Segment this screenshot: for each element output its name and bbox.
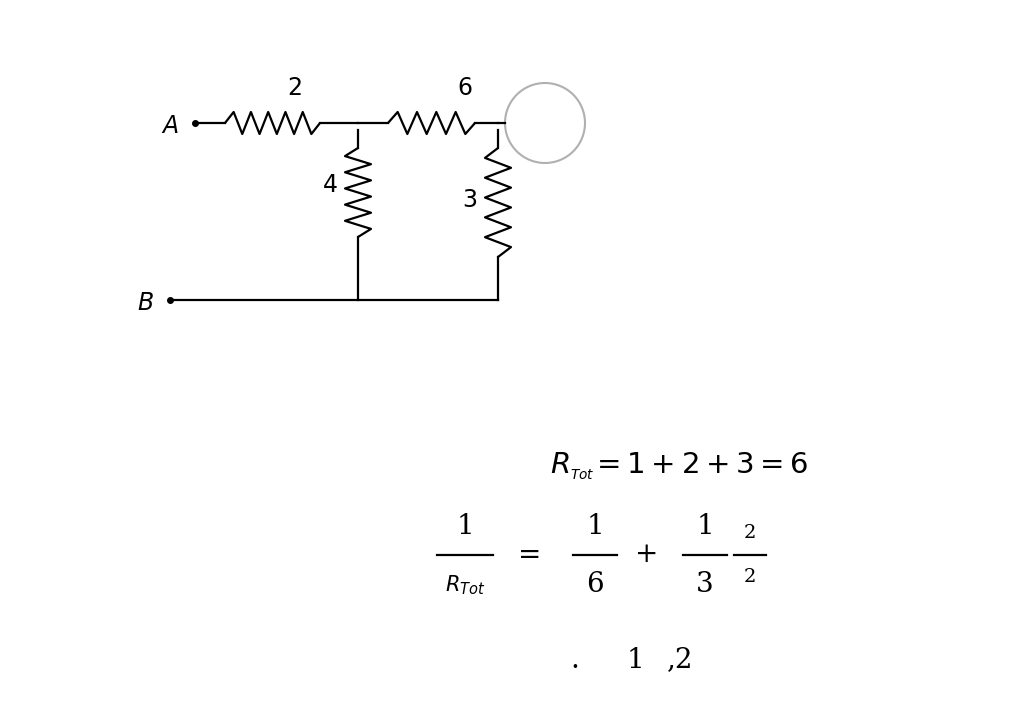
Text: 2: 2 xyxy=(743,524,756,542)
Text: A: A xyxy=(162,114,178,138)
Text: +: + xyxy=(635,542,658,568)
Text: $_{Tot}$: $_{Tot}$ xyxy=(569,464,594,482)
Text: 3: 3 xyxy=(696,572,714,599)
Text: 4: 4 xyxy=(323,173,338,197)
Text: $= 1 + 2 + 3 = 6$: $= 1 + 2 + 3 = 6$ xyxy=(592,451,809,479)
Text: B: B xyxy=(137,291,154,315)
Text: 6: 6 xyxy=(586,572,604,599)
Text: 1: 1 xyxy=(626,646,644,674)
Text: $R_{Tot}$: $R_{Tot}$ xyxy=(444,573,485,597)
Text: 1: 1 xyxy=(586,513,604,540)
Text: 3: 3 xyxy=(463,188,477,212)
Text: 2: 2 xyxy=(743,568,756,586)
Text: =: = xyxy=(518,542,542,568)
Text: $R$: $R$ xyxy=(550,451,569,479)
Text: 1: 1 xyxy=(456,513,474,540)
Text: .: . xyxy=(570,646,580,674)
Text: 1: 1 xyxy=(696,513,714,540)
Text: 6: 6 xyxy=(458,76,472,100)
Text: 2: 2 xyxy=(288,76,302,100)
Text: ,2: ,2 xyxy=(667,646,693,674)
